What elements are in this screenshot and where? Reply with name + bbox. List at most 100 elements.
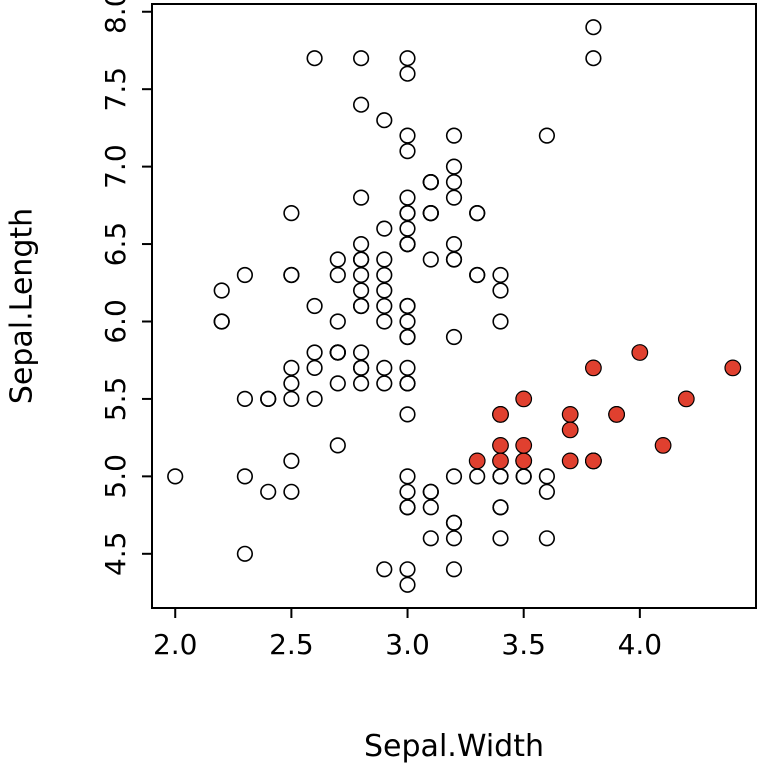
unhighlighted-point [422, 530, 439, 547]
unhighlighted-point [353, 297, 370, 315]
unhighlighted-point [399, 189, 416, 206]
unhighlighted-point [492, 282, 509, 299]
highlighted-point [654, 437, 672, 454]
unhighlighted-point [492, 499, 509, 516]
y-tick-label: 4.5 [99, 532, 132, 577]
highlighted-point [468, 452, 486, 470]
unhighlighted-point [399, 561, 416, 578]
unhighlighted-point [376, 561, 393, 578]
x-tick-label: 3.0 [385, 628, 430, 661]
unhighlighted-point [376, 359, 393, 377]
unhighlighted-point [492, 266, 509, 284]
unhighlighted-point [445, 127, 463, 144]
unhighlighted-point [399, 375, 416, 392]
unhighlighted-point [306, 390, 323, 408]
highlighted-point [515, 437, 533, 454]
y-tick-label: 7.0 [99, 144, 132, 189]
unhighlighted-point [445, 236, 463, 253]
y-tick-label: 8.0 [99, 0, 132, 34]
unhighlighted-point [445, 514, 463, 531]
highlighted-point [631, 344, 649, 361]
unhighlighted-point [445, 561, 463, 578]
unhighlighted-point [306, 297, 323, 315]
y-tick-label: 5.0 [99, 454, 132, 499]
unhighlighted-point [445, 189, 463, 206]
unhighlighted-point [236, 545, 253, 562]
unhighlighted-point [399, 236, 416, 253]
unhighlighted-point [236, 390, 253, 408]
unhighlighted-point [492, 468, 509, 485]
unhighlighted-point [306, 344, 323, 361]
highlighted-point [492, 452, 509, 470]
unhighlighted-point [353, 251, 370, 268]
unhighlighted-point [283, 359, 300, 377]
unhighlighted-point [283, 375, 300, 392]
unhighlighted-point [353, 375, 370, 392]
unhighlighted-point [260, 390, 277, 408]
unhighlighted-point [167, 468, 184, 485]
unhighlighted-point [353, 266, 370, 284]
unhighlighted-point [376, 375, 393, 392]
unhighlighted-point [492, 530, 509, 547]
unhighlighted-point [353, 344, 370, 361]
unhighlighted-point [445, 158, 463, 175]
highlighted-point [677, 390, 695, 408]
plot-box [151, 3, 757, 609]
highlighted-point [585, 359, 602, 377]
x-tick-label: 2.0 [153, 628, 198, 661]
unhighlighted-point [469, 266, 486, 284]
highlighted-point [608, 406, 625, 423]
unhighlighted-point [353, 189, 370, 206]
unhighlighted-point [538, 483, 556, 500]
unhighlighted-point [329, 266, 346, 284]
unhighlighted-point [329, 344, 346, 361]
highlighted-point [561, 421, 579, 439]
unhighlighted-point [445, 174, 463, 191]
unhighlighted-point [260, 483, 277, 500]
unhighlighted-point [213, 313, 230, 330]
unhighlighted-point [236, 468, 253, 485]
unhighlighted-point [306, 50, 323, 67]
unhighlighted-point [538, 530, 556, 547]
unhighlighted-point [399, 499, 416, 516]
unhighlighted-point [306, 359, 323, 377]
highlighted-point [724, 359, 742, 377]
x-tick-label: 2.5 [269, 628, 314, 661]
unhighlighted-point [538, 468, 556, 485]
unhighlighted-series [167, 19, 602, 593]
unhighlighted-point [422, 205, 439, 222]
unhighlighted-point [376, 251, 393, 268]
unhighlighted-point [283, 390, 300, 408]
unhighlighted-point [399, 313, 416, 330]
highlighted-point [492, 437, 509, 454]
unhighlighted-point [236, 266, 253, 284]
unhighlighted-point [399, 468, 416, 485]
unhighlighted-point [422, 483, 439, 500]
unhighlighted-point [376, 112, 393, 129]
unhighlighted-point [399, 297, 416, 315]
x-tick-label: 4.0 [618, 628, 663, 661]
unhighlighted-point [585, 50, 602, 67]
highlighted-point [515, 390, 533, 408]
unhighlighted-point [283, 266, 300, 284]
unhighlighted-point [329, 313, 346, 330]
unhighlighted-point [399, 127, 416, 144]
unhighlighted-point [445, 251, 463, 268]
unhighlighted-point [399, 205, 416, 222]
y-tick-label: 7.5 [99, 67, 132, 112]
highlighted-point [561, 452, 579, 470]
unhighlighted-point [329, 251, 346, 268]
unhighlighted-point [445, 468, 463, 485]
unhighlighted-point [283, 205, 300, 222]
unhighlighted-point [376, 297, 393, 315]
unhighlighted-point [399, 220, 416, 237]
unhighlighted-point [445, 530, 463, 547]
unhighlighted-point [376, 282, 393, 299]
unhighlighted-point [213, 282, 230, 299]
unhighlighted-point [376, 313, 393, 330]
unhighlighted-point [399, 328, 416, 346]
unhighlighted-point [445, 328, 463, 346]
unhighlighted-point [376, 220, 393, 237]
